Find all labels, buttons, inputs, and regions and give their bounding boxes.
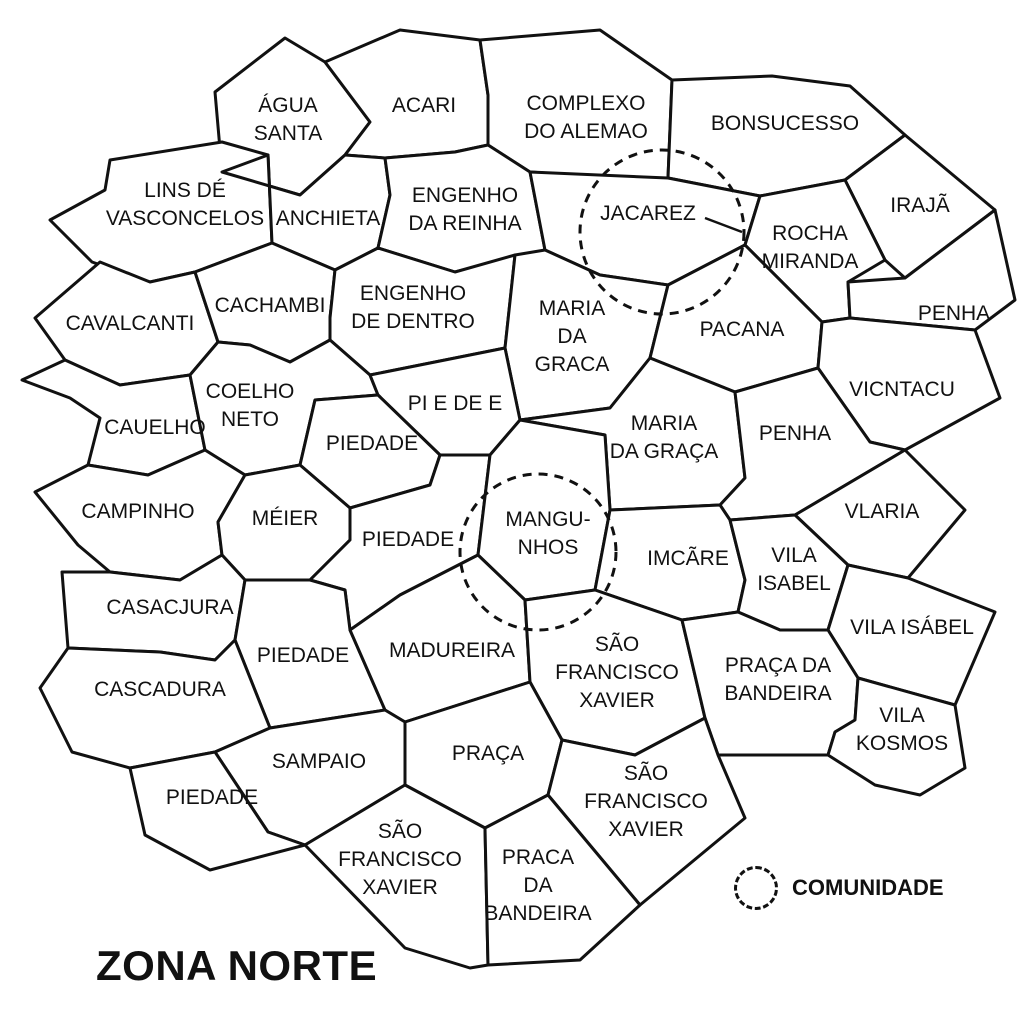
region-label-campinho: CAMPINHO [81, 500, 194, 523]
region-label-vila-isabel-a: VILA ISABEL [757, 544, 831, 595]
region-label-vila-kosmos: VILA KOSMOS [856, 704, 948, 755]
region-label-jacarez: JACAREZ [600, 202, 696, 225]
region-label-meier: MÉIER [252, 507, 319, 530]
region-label-pacana: PACANA [700, 318, 785, 341]
region-label-acari: ACARI [392, 94, 456, 117]
region-label-praca-da-bandeira-a: PRAÇA DA BANDEIRA [724, 654, 831, 705]
region-label-lins-de-vasconcelos: LINS DÉ VASCONCELOS [106, 179, 264, 230]
region-label-bonsucesso: BONSUCESSO [711, 112, 859, 135]
legend-label: COMUNIDADE [792, 875, 944, 900]
region-label-praca-da-bandeira-b: PRACA DA BANDEIRA [484, 846, 591, 925]
region-label-praca: PRAÇA [452, 742, 524, 765]
region-label-sampaio: SAMPAIO [272, 750, 366, 773]
region-label-penha-east: PENHA [918, 302, 990, 325]
map-title: ZONA NORTE [96, 942, 378, 989]
community-ring-jacarez [578, 148, 746, 316]
region-label-engenho-da-reinha: ENGENHO DA REINHA [408, 184, 521, 235]
region-label-sao-francisco-xavier-a: SÃO FRANCISCO XAVIER [555, 632, 679, 712]
region-label-vila-isabel-b: VILA ISÁBEL [850, 616, 974, 639]
region-label-rocha-miranda: ROCHA MIRANDA [762, 222, 859, 273]
region-label-imcare: IMCÃRE [647, 546, 729, 570]
region-label-coelho-neto: COELHO NETO [206, 380, 295, 431]
region-label-piedade-b: PIEDADE [362, 528, 454, 551]
region-label-madureira: MADUREIRA [389, 639, 515, 662]
region-label-agua-santa: ÁGUA SANTA [254, 94, 322, 145]
region-label-cavalcanti: CAVALCANTI [66, 312, 195, 335]
region-label-cascadura: CASCADURA [94, 678, 226, 701]
region-label-sao-francisco-xavier-c: SÃO FRANCISCO XAVIER [338, 819, 462, 899]
dashed-circle-icon [734, 866, 778, 910]
region-label-manguinhos: MANGU-NHOS [505, 508, 590, 559]
region-label-complexo-do-alemao: COMPLEXO DO ALEMAO [524, 92, 648, 143]
region-label-penha-center: PENHA [759, 422, 831, 445]
region-label-engenho-de-dentro: ENGENHO DE DENTRO [351, 282, 475, 333]
jacarez-pointer-line [704, 216, 743, 234]
region-label-anchieta: ANCHIETA [276, 207, 381, 230]
legend: COMUNIDADE [734, 864, 944, 912]
region-label-piedade-c: PIEDADE [257, 644, 349, 667]
region-label-cachambi: CACHAMBI [215, 294, 326, 317]
region-vila-kosmos[interactable] [826, 676, 967, 797]
region-label-piedade-a: PIEDADE [326, 432, 418, 455]
community-ring-manguinhos [458, 472, 618, 632]
region-label-piedade-d: PIEDADE [166, 786, 258, 809]
region-label-casacjura: CASACJURA [106, 596, 233, 619]
region-label-sao-francisco-xavier-b: SÃO FRANCISCO XAVIER [584, 761, 708, 841]
region-praca-da-bandeira-b[interactable] [483, 793, 642, 967]
region-label-piedade-pi: PI E DE E [408, 392, 503, 415]
region-label-maria-da-graca-north: MARIA DA GRACA [535, 297, 610, 376]
region-label-maria-da-graca-south: MARIA DA GRAÇA [610, 412, 719, 463]
region-label-cauelho: CAUELHO [104, 416, 206, 439]
region-label-iraja: IRAJÃ [890, 193, 950, 217]
region-label-vicntacu: VICNTACU [849, 378, 955, 401]
region-label-vlaria: VLARIA [845, 500, 920, 523]
